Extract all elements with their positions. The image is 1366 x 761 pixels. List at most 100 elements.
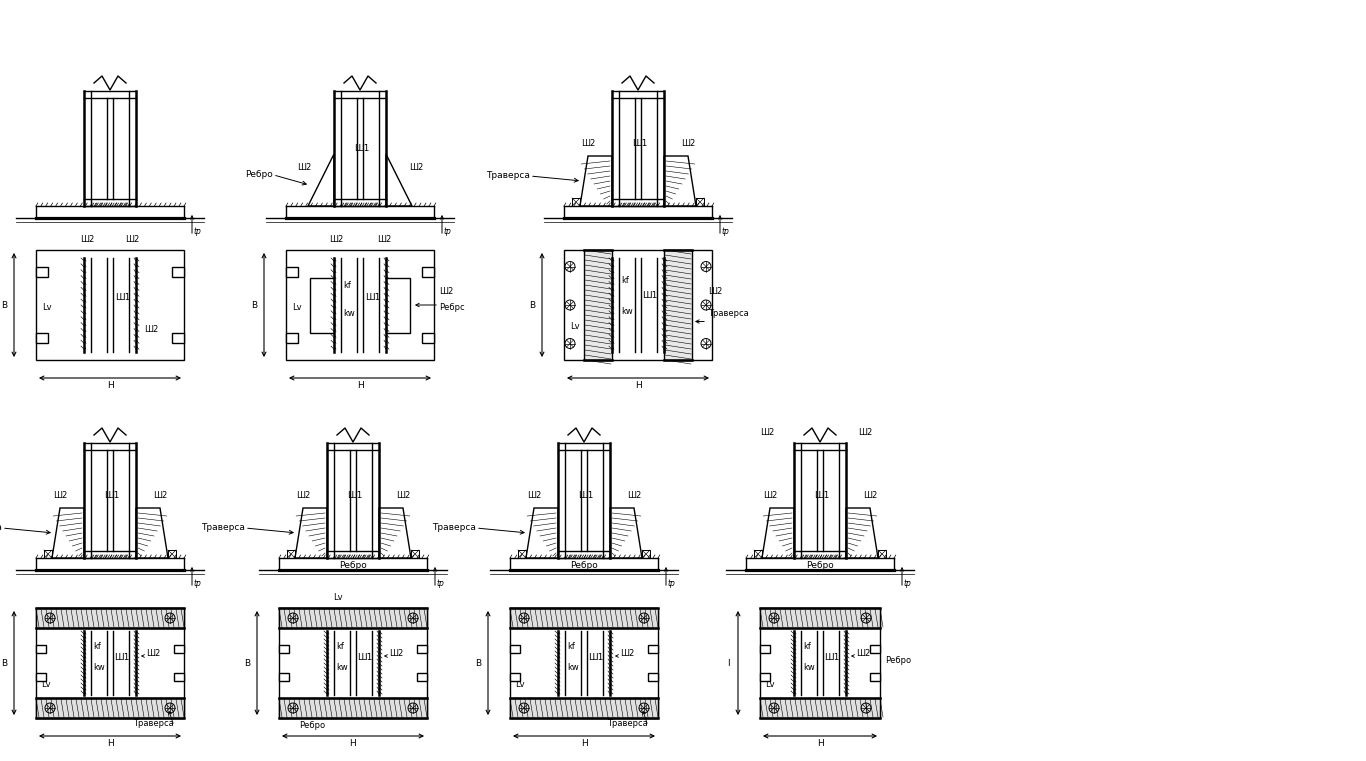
Text: kw: kw (622, 307, 632, 316)
Text: B: B (251, 301, 257, 310)
Bar (564, 250, 712, 360)
Text: B: B (1, 658, 7, 667)
Text: Ш1: Ш1 (113, 652, 130, 661)
Bar (417, 673, 428, 681)
Text: Ш2: Ш2 (708, 287, 723, 296)
Text: Ребрс: Ребрс (438, 304, 464, 313)
Bar (172, 267, 184, 277)
Text: H: H (357, 381, 363, 390)
Bar (510, 608, 658, 718)
Bar (664, 250, 693, 360)
Bar (754, 550, 762, 558)
Text: Ш1: Ш1 (104, 491, 120, 500)
Text: Ш1: Ш1 (347, 491, 363, 500)
Bar (759, 645, 770, 653)
Bar (518, 550, 526, 558)
Text: tp: tp (444, 227, 452, 236)
Bar (878, 550, 887, 558)
Text: Ш2: Ш2 (408, 163, 423, 171)
Text: H: H (107, 381, 113, 390)
Text: Ребро: Ребро (806, 561, 833, 570)
Text: Lv: Lv (333, 593, 343, 602)
Text: Траверса: Траверса (432, 524, 475, 533)
Text: Lv: Lv (765, 680, 775, 689)
Text: kw: kw (803, 663, 814, 672)
Bar (510, 698, 658, 718)
Text: H: H (350, 739, 357, 748)
Bar (285, 250, 434, 360)
Text: Ш2: Ш2 (143, 326, 158, 335)
Text: Ребро: Ребро (246, 170, 273, 180)
Bar (279, 608, 428, 628)
Bar (510, 673, 520, 681)
Text: tp: tp (437, 579, 445, 588)
Text: Ребро: Ребро (299, 721, 325, 730)
Text: Траверса: Траверса (608, 719, 647, 728)
Text: kf: kf (93, 642, 101, 651)
Bar (647, 645, 658, 653)
Text: Ш1: Ш1 (632, 139, 647, 148)
Bar (759, 608, 880, 628)
Bar (310, 278, 335, 333)
Bar (36, 698, 184, 718)
Bar (279, 645, 290, 653)
Bar (287, 550, 295, 558)
Text: Ш2: Ш2 (581, 139, 596, 148)
Text: tp: tp (904, 579, 912, 588)
Text: Ш2: Ш2 (377, 235, 391, 244)
Text: kw: kw (343, 309, 355, 318)
Text: kw: kw (567, 663, 579, 672)
Bar (417, 645, 428, 653)
Text: Ш2: Ш2 (153, 491, 167, 500)
Text: Траверса: Траверса (0, 524, 1, 533)
Bar (642, 550, 650, 558)
Text: Ш2: Ш2 (53, 491, 67, 500)
Text: Ш2: Ш2 (438, 287, 454, 296)
Bar (510, 608, 658, 628)
Text: B: B (245, 658, 250, 667)
Text: Ш2: Ш2 (329, 235, 343, 244)
Text: Ш1: Ш1 (814, 491, 829, 500)
Text: Ш2: Ш2 (627, 491, 641, 500)
Bar (759, 608, 880, 718)
Text: tp: tp (194, 227, 202, 236)
Text: Ш1: Ш1 (642, 291, 657, 301)
Text: Ш1: Ш1 (587, 652, 604, 661)
Text: Ребро: Ребро (885, 656, 911, 665)
Bar (759, 673, 770, 681)
Text: tp: tp (194, 579, 202, 588)
Text: Lv: Lv (42, 304, 52, 313)
Text: kf: kf (803, 642, 811, 651)
Bar (36, 673, 46, 681)
Text: H: H (107, 739, 113, 748)
Text: Lv: Lv (515, 680, 525, 689)
Bar (173, 645, 184, 653)
Text: Lv: Lv (570, 322, 579, 331)
Bar (36, 333, 48, 343)
Text: Ш2: Ш2 (527, 491, 541, 500)
Text: kf: kf (343, 282, 351, 291)
Text: H: H (581, 739, 587, 748)
Text: Lv: Lv (292, 304, 302, 313)
Bar (36, 250, 184, 360)
Text: B: B (1, 301, 7, 310)
Text: B: B (475, 658, 481, 667)
Bar (44, 550, 52, 558)
Text: Траверса: Траверса (486, 171, 530, 180)
Text: Ш2: Ш2 (389, 649, 403, 658)
Text: H: H (635, 381, 642, 390)
Bar (647, 673, 658, 681)
Text: Траверса: Траверса (201, 524, 245, 533)
Bar (173, 673, 184, 681)
Text: Ш1: Ш1 (357, 652, 373, 661)
Text: Ребро: Ребро (339, 561, 367, 570)
Text: Ш1: Ш1 (365, 292, 380, 301)
Bar (279, 673, 290, 681)
Text: Ш2: Ш2 (863, 491, 877, 500)
Text: Ш1: Ш1 (354, 144, 370, 153)
Bar (36, 608, 184, 628)
Bar (585, 250, 612, 360)
Text: tp: tp (668, 579, 676, 588)
Bar (870, 645, 880, 653)
Text: Lv: Lv (41, 680, 51, 689)
